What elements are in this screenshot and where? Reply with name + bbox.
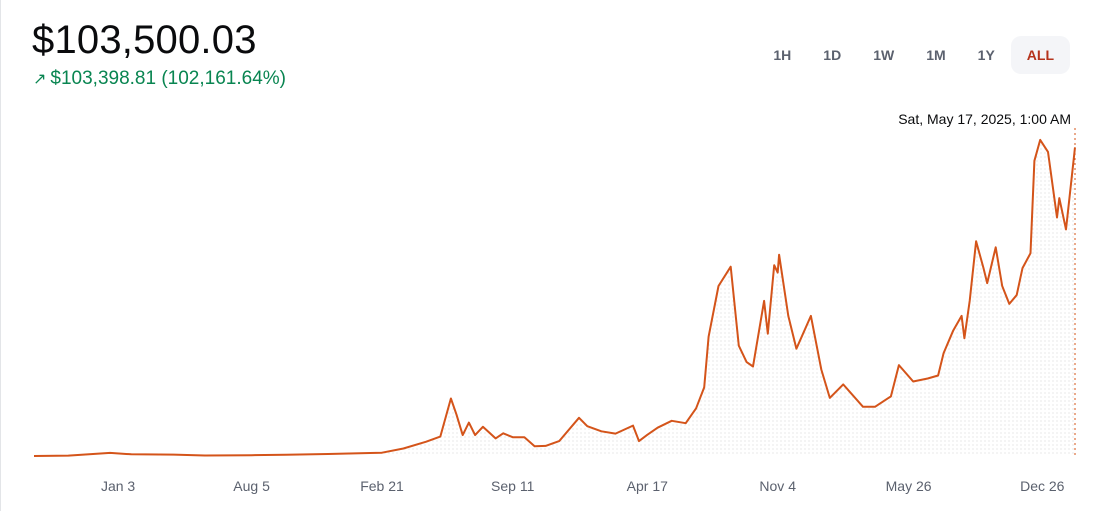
price-line	[33, 138, 1076, 457]
x-axis-ticks: Jan 3 Aug 5 Feb 21 Sep 11 Apr 17 Nov 4 May 26 D…	[101, 478, 1065, 494]
range-button-1y[interactable]: 1Y	[962, 36, 1011, 74]
arrow-up-right-icon: ↗	[33, 71, 47, 88]
price-change: ↗ $103,398.81 (102,161.64%)	[33, 68, 286, 90]
time-range-selector: 1H 1D 1W 1M 1Y ALL	[757, 36, 1070, 74]
range-button-1d[interactable]: 1D	[807, 36, 857, 74]
hover-timestamp: Sat, May 17, 2025, 1:00 AM	[898, 111, 1071, 127]
x-tick-label: Nov 4	[759, 478, 796, 494]
current-price: $103,500.03	[32, 18, 257, 62]
price-change-text: $103,398.81 (102,161.64%)	[50, 68, 286, 89]
x-tick-label: May 26	[886, 478, 932, 494]
range-button-1m[interactable]: 1M	[910, 36, 961, 74]
x-tick-label: Aug 5	[233, 478, 270, 494]
price-area-fill	[34, 139, 1075, 456]
x-tick-label: Feb 21	[360, 478, 404, 494]
x-tick-label: Apr 17	[627, 478, 668, 494]
x-tick-label: Sep 11	[491, 478, 535, 494]
range-button-1h[interactable]: 1H	[757, 36, 807, 74]
x-tick-label: Jan 3	[101, 478, 135, 494]
range-button-1w[interactable]: 1W	[857, 36, 910, 74]
panel-left-border	[0, 0, 1, 511]
range-button-all[interactable]: ALL	[1010, 36, 1070, 74]
x-tick-label: Dec 26	[1020, 478, 1065, 494]
